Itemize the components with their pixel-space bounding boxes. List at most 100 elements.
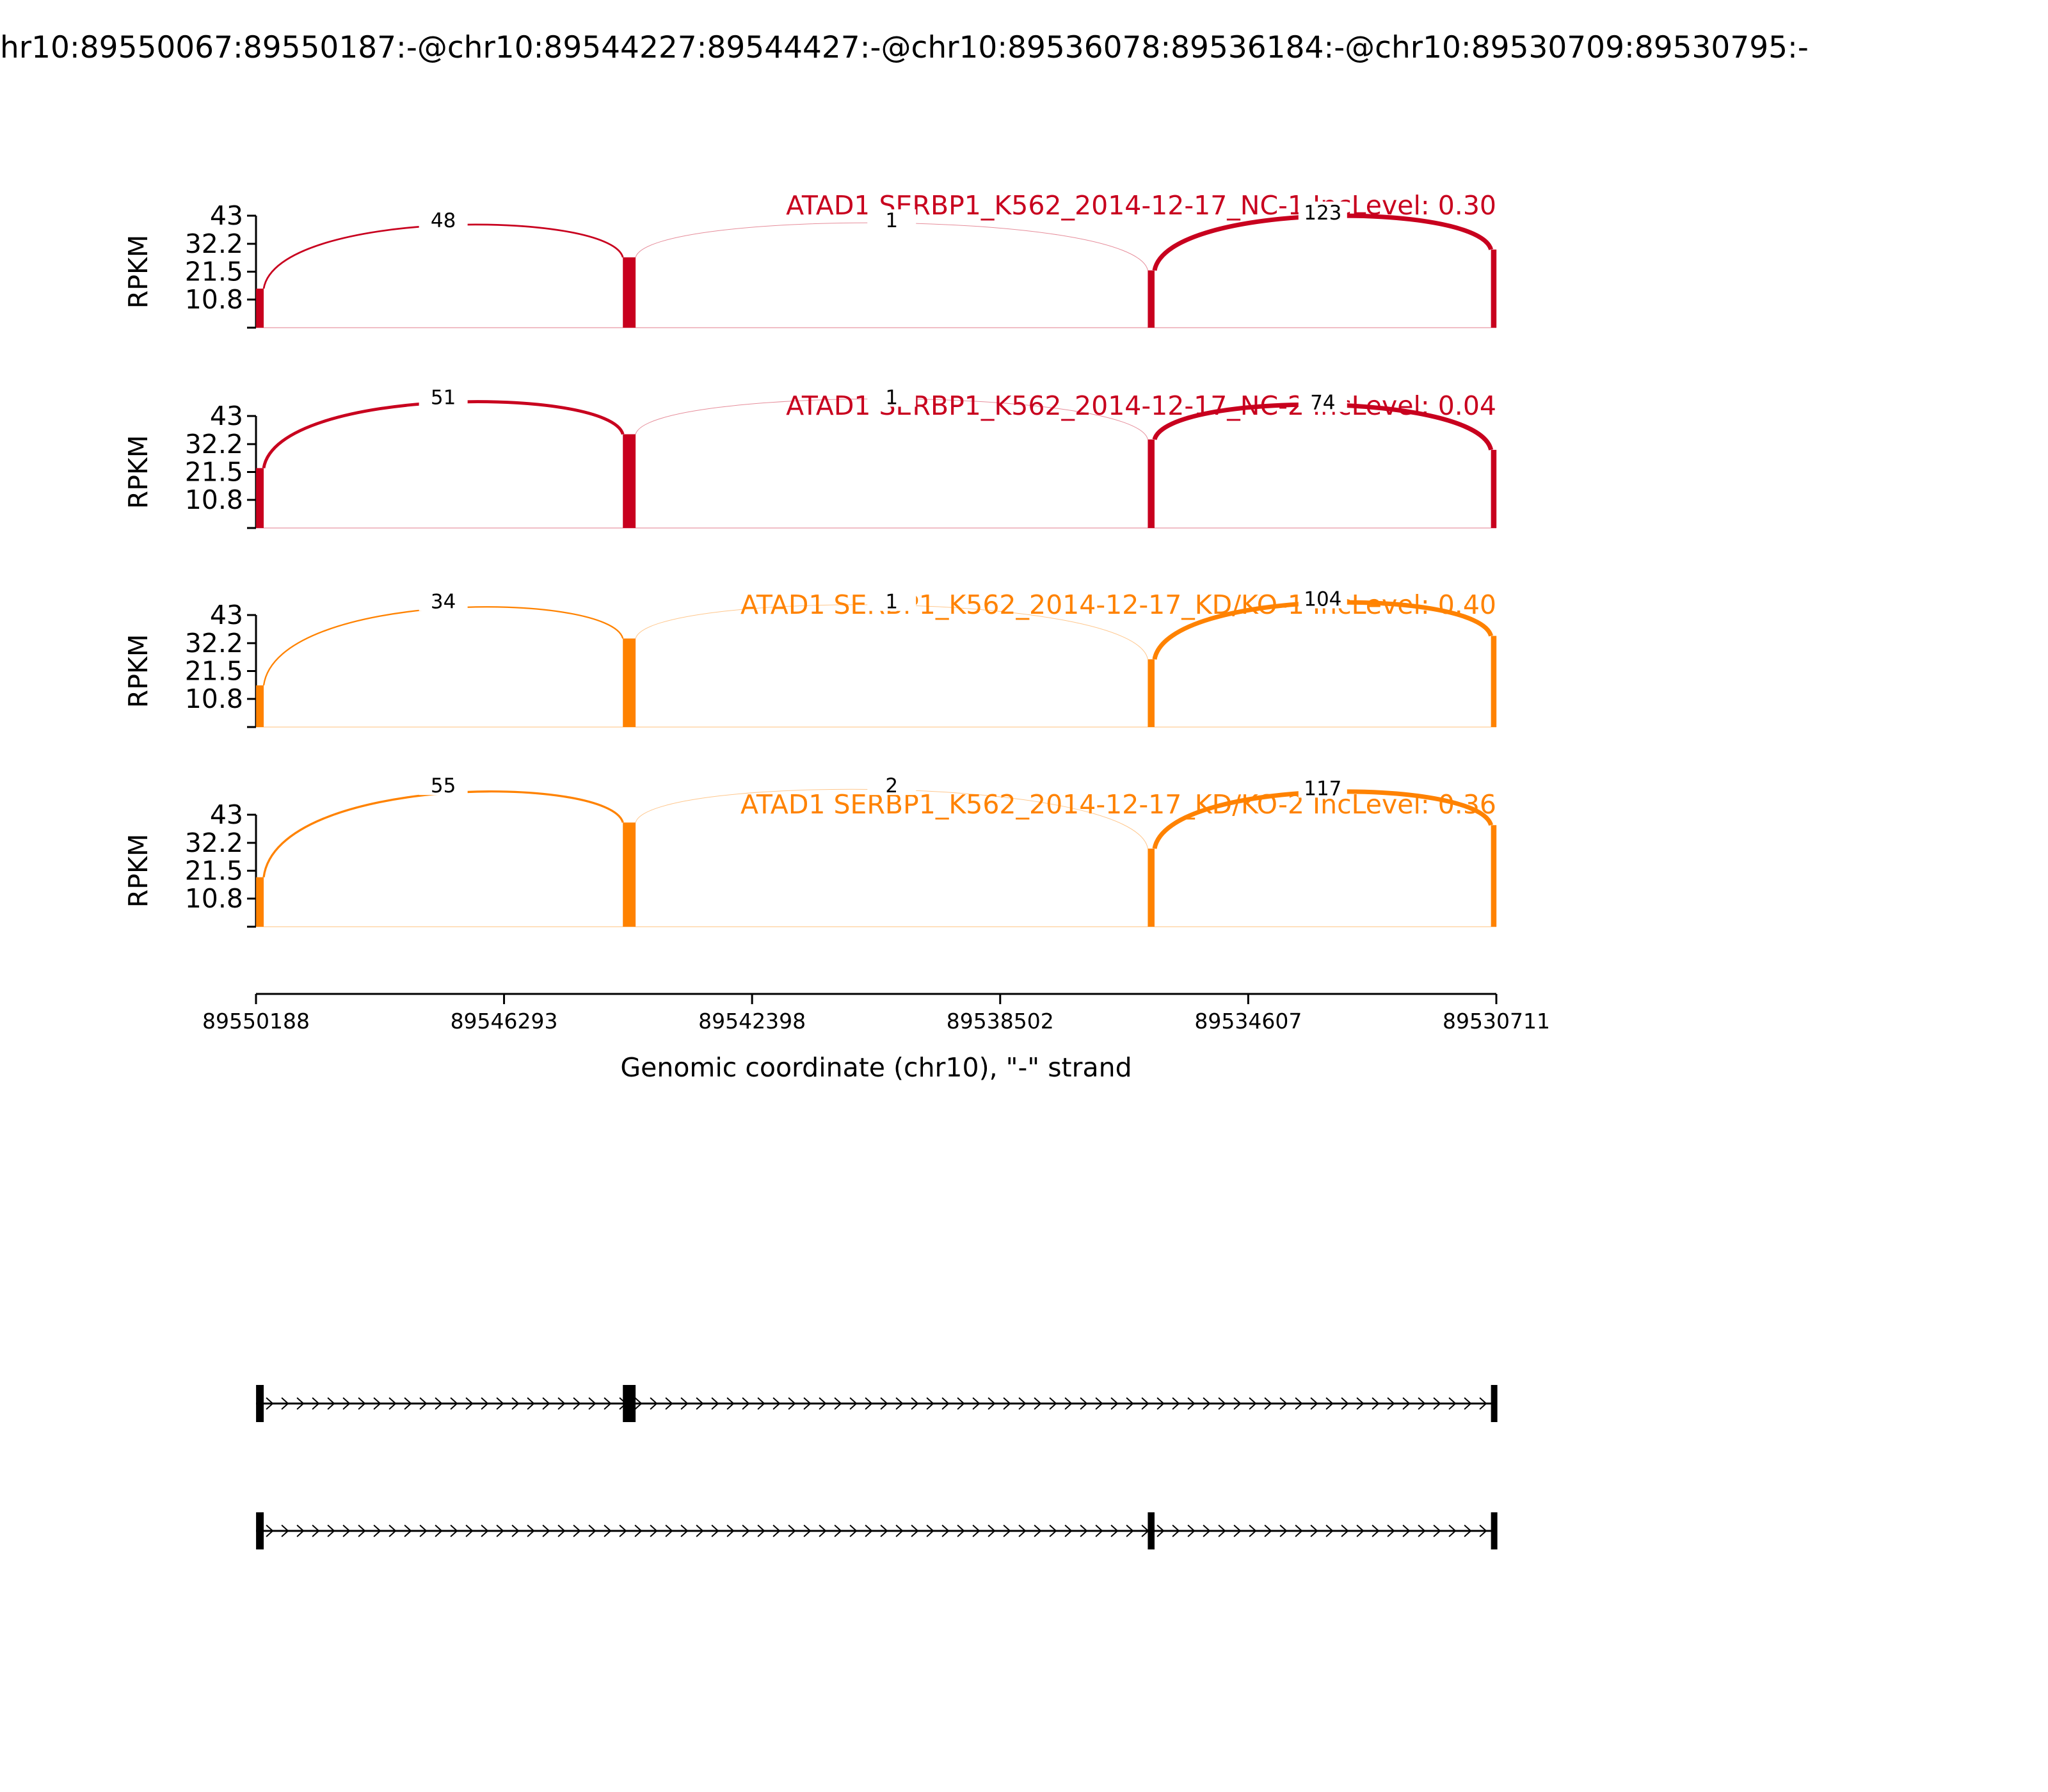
- strand-arrow: [926, 1397, 934, 1410]
- strand-arrow: [972, 1524, 980, 1537]
- strand-arrow: [312, 1397, 320, 1410]
- strand-arrow: [266, 1397, 274, 1410]
- strand-arrow: [757, 1397, 765, 1410]
- strand-arrow: [941, 1524, 950, 1537]
- strand-arrow: [1325, 1397, 1334, 1410]
- strand-arrow: [1156, 1397, 1165, 1410]
- chart-title: chr10:89550067:89550187:-@chr10:89544227…: [0, 30, 1809, 65]
- junction-count: 1: [885, 591, 898, 614]
- strand-arrow: [1110, 1397, 1119, 1410]
- strand-arrow: [849, 1524, 858, 1537]
- strand-arrow: [634, 1397, 643, 1410]
- y-tick-label: 32.2: [185, 628, 243, 659]
- strand-arrow: [772, 1524, 781, 1537]
- strand-arrow: [988, 1524, 996, 1537]
- junction-count-bg: [419, 774, 468, 796]
- strand-arrow: [388, 1524, 397, 1537]
- strand-arrow: [1464, 1397, 1472, 1410]
- exon-coverage-bar: [1148, 270, 1155, 328]
- strand-arrow: [1156, 1524, 1165, 1537]
- strand-arrow: [1126, 1524, 1134, 1537]
- strand-arrow: [450, 1524, 458, 1537]
- strand-arrow: [1095, 1397, 1103, 1410]
- strand-arrow: [1064, 1524, 1073, 1537]
- strand-arrow: [1279, 1397, 1288, 1410]
- strand-arrow: [1433, 1524, 1441, 1537]
- strand-arrow: [1018, 1397, 1027, 1410]
- strand-arrow: [742, 1524, 750, 1537]
- exon-coverage-bar: [1148, 439, 1155, 528]
- exon-coverage-bar: [256, 288, 264, 328]
- strand-arrow: [527, 1397, 535, 1410]
- strand-arrow: [373, 1524, 381, 1537]
- strand-arrow: [1448, 1397, 1457, 1410]
- junction-count: 1: [885, 386, 898, 409]
- y-tick-label: 10.8: [185, 684, 243, 714]
- strand-arrow: [358, 1524, 366, 1537]
- junction-arc: [262, 400, 625, 468]
- strand-arrow: [542, 1524, 550, 1537]
- strand-arrow: [957, 1397, 965, 1410]
- y-tick-label: 43: [210, 200, 243, 231]
- exon-coverage-bar: [623, 822, 636, 927]
- strand-arrow: [496, 1524, 504, 1537]
- x-tick-label: 89534607: [1194, 1009, 1302, 1034]
- strand-arrow: [895, 1524, 904, 1537]
- strand-arrow: [1003, 1524, 1011, 1537]
- strand-arrow: [1034, 1397, 1042, 1410]
- strand-arrow: [588, 1524, 596, 1537]
- strand-arrow: [542, 1397, 550, 1410]
- strand-arrow: [1080, 1524, 1088, 1537]
- strand-arrow: [1249, 1524, 1257, 1537]
- strand-arrow: [1341, 1397, 1349, 1410]
- strand-arrow: [865, 1524, 873, 1537]
- junction-count: 74: [1310, 392, 1335, 415]
- strand-arrow: [1464, 1524, 1472, 1537]
- coverage-panel-4: ATAD1 SERBP1_K562_2014-12-17_KD/KO-2 Inc…: [123, 774, 1497, 928]
- junction-count-bg: [1298, 588, 1347, 609]
- strand-arrow: [941, 1397, 950, 1410]
- coverage-panel-2: ATAD1 SERBP1_K562_2014-12-17_NC-2 IncLev…: [123, 386, 1497, 529]
- strand-arrow: [895, 1397, 904, 1410]
- strand-arrow: [281, 1397, 289, 1410]
- exon-coverage-bar: [1148, 848, 1155, 927]
- strand-arrow: [911, 1397, 919, 1410]
- strand-arrow: [1418, 1524, 1426, 1537]
- strand-arrow: [1479, 1524, 1487, 1537]
- coverage-panel-3: ATAD1 SERBP1_K562_2014-12-17_KD/KO-1 Inc…: [123, 588, 1497, 728]
- y-tick-label: 21.5: [185, 457, 243, 488]
- strand-arrow: [726, 1524, 735, 1537]
- exon-block: [1491, 1385, 1498, 1422]
- junction-count: 55: [431, 774, 456, 797]
- strand-arrow: [988, 1397, 996, 1410]
- coverage-panel-1: ATAD1 SERBP1_K562_2014-12-17_NC-1 IncLev…: [123, 190, 1497, 329]
- strand-arrow: [788, 1397, 796, 1410]
- strand-arrow: [772, 1397, 781, 1410]
- strand-arrow: [465, 1524, 474, 1537]
- strand-arrow: [1218, 1397, 1226, 1410]
- y-axis-label: RPKM: [123, 634, 154, 708]
- strand-arrow: [588, 1397, 596, 1410]
- strand-arrow: [1110, 1524, 1119, 1537]
- y-tick-label: 10.8: [185, 284, 243, 315]
- strand-arrow: [373, 1397, 381, 1410]
- strand-arrow: [1264, 1397, 1272, 1410]
- strand-arrow: [1034, 1524, 1042, 1537]
- junction-count: 2: [885, 774, 898, 797]
- strand-arrow: [358, 1397, 366, 1410]
- strand-arrow: [1187, 1524, 1196, 1537]
- junction-count: 51: [431, 386, 456, 409]
- strand-arrow: [696, 1524, 704, 1537]
- exon-block: [256, 1385, 264, 1422]
- strand-arrow: [1325, 1524, 1334, 1537]
- strand-arrow: [296, 1397, 305, 1410]
- strand-arrow: [450, 1397, 458, 1410]
- exon-coverage-bar: [256, 468, 264, 528]
- strand-arrow: [1095, 1524, 1103, 1537]
- junction-count: 1: [885, 209, 898, 232]
- strand-arrow: [388, 1397, 397, 1410]
- strand-arrow: [481, 1524, 489, 1537]
- strand-arrow: [1049, 1524, 1057, 1537]
- strand-arrow: [1372, 1397, 1380, 1410]
